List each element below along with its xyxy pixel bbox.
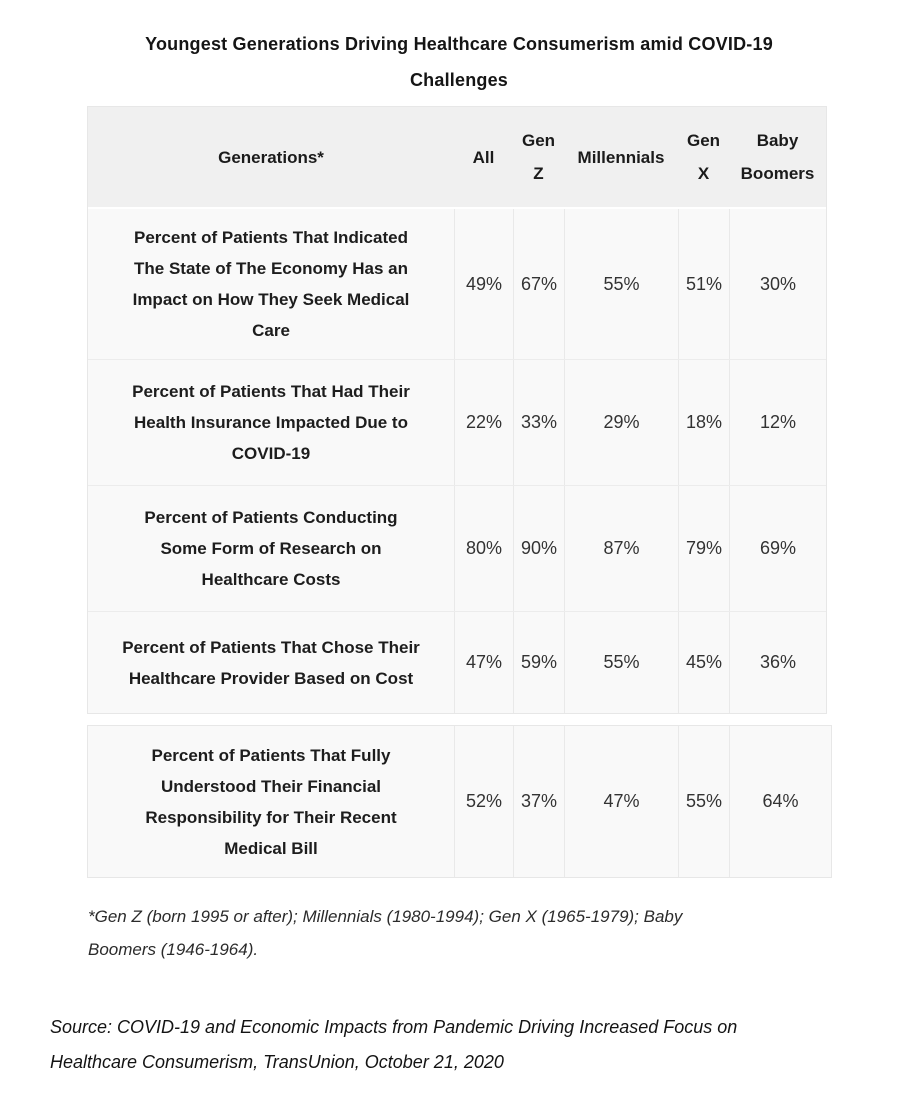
cell-value-gen-x: 79% — [678, 486, 729, 611]
cell-value-baby-boomers: 64% — [729, 726, 831, 877]
row-label: Percent of Patients Conducting Some Form… — [144, 508, 398, 589]
cell-value-gen-z: 67% — [513, 209, 564, 359]
column-header-all: All — [472, 147, 495, 167]
cell-value-baby-boomers: 30% — [729, 209, 826, 359]
row-label: Percent of Patients That Indicated The S… — [132, 228, 410, 340]
cell-value-all: 49% — [454, 209, 513, 359]
column-header-millennials: Millennials — [577, 147, 665, 167]
table-row: Percent of Patients That Fully Understoo… — [88, 726, 831, 877]
cell-value-gen-z: 33% — [513, 360, 564, 485]
generations-table-bottom: Percent of Patients That Fully Understoo… — [87, 725, 832, 878]
source-citation: Source: COVID-19 and Economic Impacts fr… — [50, 1017, 738, 1072]
row-label: Percent of Patients That Fully Understoo… — [145, 745, 397, 858]
table-header-row: Generations* All Gen Z Millennials Gen X… — [88, 107, 826, 209]
cell-value-millennials: 47% — [564, 726, 678, 877]
generations-table-main: Generations* All Gen Z Millennials Gen X… — [87, 106, 827, 714]
row-label: Percent of Patients That Chose Their Hea… — [122, 637, 420, 688]
generations-footnote: *Gen Z (born 1995 or after); Millennials… — [88, 907, 683, 959]
cell-value-gen-z: 59% — [513, 612, 564, 713]
cell-value-millennials: 29% — [564, 360, 678, 485]
cell-value-all: 80% — [454, 486, 513, 611]
cell-value-gen-x: 55% — [678, 726, 729, 877]
cell-value-gen-x: 45% — [678, 612, 729, 713]
cell-value-all: 47% — [454, 612, 513, 713]
column-header-generations: Generations* — [218, 147, 324, 167]
table-row: Percent of Patients That Chose Their Hea… — [88, 611, 826, 713]
cell-value-gen-x: 18% — [678, 360, 729, 485]
table-row: Percent of Patients Conducting Some Form… — [88, 485, 826, 611]
column-header-gen-x: Gen X — [686, 131, 721, 183]
cell-value-gen-z: 90% — [513, 486, 564, 611]
column-header-gen-z: Gen Z — [521, 131, 556, 183]
row-label: Percent of Patients That Had Their Healt… — [132, 382, 410, 463]
cell-value-all: 22% — [454, 360, 513, 485]
cell-value-millennials: 55% — [564, 209, 678, 359]
cell-value-baby-boomers: 12% — [729, 360, 826, 485]
healthcare-consumerism-figure: Youngest Generations Driving Healthcare … — [0, 26, 918, 1080]
cell-value-gen-x: 51% — [678, 209, 729, 359]
column-header-baby-boomers: Baby Boomers — [740, 131, 815, 183]
chart-title: Youngest Generations Driving Healthcare … — [145, 34, 773, 90]
cell-value-millennials: 87% — [564, 486, 678, 611]
cell-value-baby-boomers: 69% — [729, 486, 826, 611]
cell-value-gen-z: 37% — [513, 726, 564, 877]
cell-value-all: 52% — [454, 726, 513, 877]
table-row: Percent of Patients That Indicated The S… — [88, 209, 826, 359]
cell-value-baby-boomers: 36% — [729, 612, 826, 713]
table-row: Percent of Patients That Had Their Healt… — [88, 359, 826, 485]
cell-value-millennials: 55% — [564, 612, 678, 713]
